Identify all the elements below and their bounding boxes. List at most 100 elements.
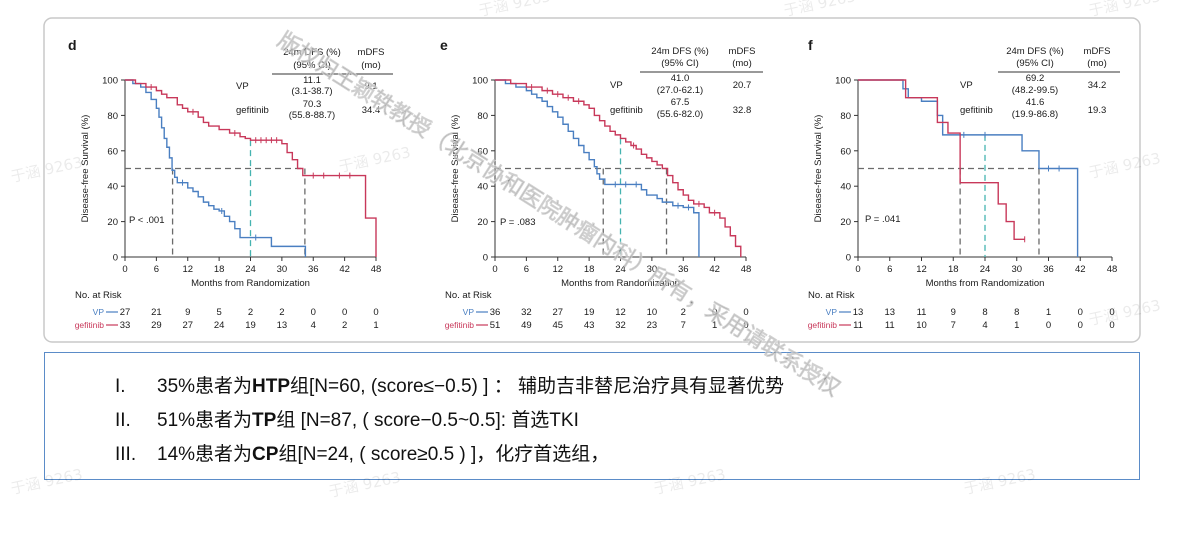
table-header-mdfs: mDFS [729, 46, 756, 57]
risk-count: 0 [743, 307, 748, 318]
table-mdfs-value: 32.8 [733, 105, 752, 116]
risk-count: 11 [917, 307, 927, 318]
risk-count: 7 [951, 320, 956, 331]
risk-count: 8 [1014, 307, 1019, 318]
table-header-dfs: 24m DFS (%) [651, 46, 709, 57]
risk-count: 1 [1046, 307, 1051, 318]
risk-table-title: No. at Risk [808, 290, 855, 301]
km-curve-gefitinib [125, 79, 377, 257]
risk-count: 7 [681, 320, 686, 331]
x-tick-label: 6 [154, 264, 159, 275]
table-row-label: gefitinib [610, 105, 643, 116]
risk-count: 0 [712, 307, 717, 318]
table-dfs-value: 67.5 [671, 97, 690, 108]
risk-row-label: VP [826, 307, 838, 317]
table-mdfs-value: 9.1 [364, 81, 377, 92]
risk-count: 10 [647, 307, 658, 318]
table-mdfs-value: 20.7 [733, 80, 752, 91]
x-tick-label: 48 [741, 264, 752, 275]
table-ci-value: (48.2-99.5) [1012, 85, 1058, 96]
risk-count: 5 [216, 307, 221, 318]
conclusion-line-1: I. 35%患者为HTP组[N=60, (score≤−0.5) ] ： 辅助吉非… [115, 375, 784, 399]
table-ci-value: (55.6-82.0) [657, 109, 703, 120]
table-dfs-value: 41.0 [671, 73, 690, 84]
x-axis-label: Months from Randomization [561, 278, 680, 289]
y-axis-label: Disease-free Survival (%) [450, 115, 461, 223]
y-tick-label: 100 [472, 76, 488, 87]
risk-count: 21 [151, 307, 162, 318]
table-row-label: VP [960, 80, 973, 91]
x-tick-label: 18 [948, 264, 959, 275]
x-tick-label: 18 [584, 264, 595, 275]
x-tick-label: 42 [339, 264, 350, 275]
table-header-mdfs: mDFS [358, 47, 385, 58]
y-tick-label: 60 [477, 146, 488, 157]
table-ci-value: (55.8-88.7) [289, 110, 335, 121]
y-tick-label: 20 [840, 217, 851, 228]
risk-count: 45 [552, 320, 563, 331]
risk-row-label: VP [463, 307, 475, 317]
x-tick-label: 30 [277, 264, 288, 275]
table-header-ci: (95% CI) [1016, 58, 1053, 69]
risk-count: 23 [647, 320, 658, 331]
risk-count: 0 [1078, 307, 1083, 318]
risk-count: 36 [490, 307, 501, 318]
conclusion-text: 51%患者为 [157, 410, 253, 431]
table-header-mdfs: mDFS [1084, 46, 1111, 57]
table-ci-value: (19.9-86.8) [1012, 109, 1058, 120]
table-mdfs-value: 19.3 [1088, 105, 1107, 116]
risk-count: 10 [916, 320, 927, 331]
risk-count: 11 [885, 320, 895, 331]
risk-count: 11 [853, 320, 863, 331]
risk-count: 0 [311, 307, 316, 318]
group-name: CP [252, 444, 279, 465]
conclusion-text: 35%患者为 [157, 376, 253, 397]
risk-row-label: gefitinib [808, 320, 838, 330]
y-tick-label: 100 [835, 76, 851, 87]
x-tick-label: 24 [980, 264, 991, 275]
conclusion-number: I. [115, 376, 126, 397]
p-value: P < .001 [129, 215, 164, 226]
p-value: P = .041 [865, 214, 900, 225]
x-tick-label: 0 [492, 264, 497, 275]
x-tick-label: 6 [887, 264, 892, 275]
x-tick-label: 12 [916, 264, 927, 275]
table-row-label: gefitinib [960, 105, 993, 116]
risk-count: 2 [248, 307, 253, 318]
y-axis-label: Disease-free Survival (%) [813, 115, 824, 223]
x-tick-label: 36 [1043, 264, 1054, 275]
km-curve-vp [125, 79, 307, 257]
group-name: TP [252, 410, 277, 431]
conclusion-text: 组[N=24, ( score≥0.5 ) ]，化疗首选组， [278, 444, 610, 465]
x-tick-label: 30 [1011, 264, 1022, 275]
risk-count: 33 [120, 320, 131, 331]
risk-count: 19 [245, 320, 256, 331]
p-value: P = .083 [500, 217, 535, 228]
x-axis-label: Months from Randomization [926, 278, 1045, 289]
risk-count: 4 [311, 320, 316, 331]
y-tick-label: 0 [483, 253, 488, 264]
conclusion-number: II. [115, 410, 131, 431]
x-tick-label: 0 [855, 264, 860, 275]
table-dfs-value: 70.3 [303, 99, 322, 110]
panel-label: e [440, 37, 448, 53]
y-tick-label: 20 [107, 217, 118, 228]
table-row-label: VP [610, 80, 623, 91]
x-tick-label: 18 [214, 264, 225, 275]
risk-count: 0 [1109, 320, 1114, 331]
risk-count: 29 [151, 320, 162, 331]
risk-count: 27 [120, 307, 131, 318]
risk-count: 27 [182, 320, 193, 331]
x-tick-label: 24 [245, 264, 256, 275]
risk-count: 32 [521, 307, 532, 318]
conclusion-number: III. [115, 444, 137, 465]
risk-count: 0 [1109, 307, 1114, 318]
y-axis-label: Disease-free Survival (%) [80, 115, 91, 223]
y-tick-label: 40 [107, 182, 118, 193]
risk-count: 9 [185, 307, 190, 318]
x-tick-label: 6 [524, 264, 529, 275]
